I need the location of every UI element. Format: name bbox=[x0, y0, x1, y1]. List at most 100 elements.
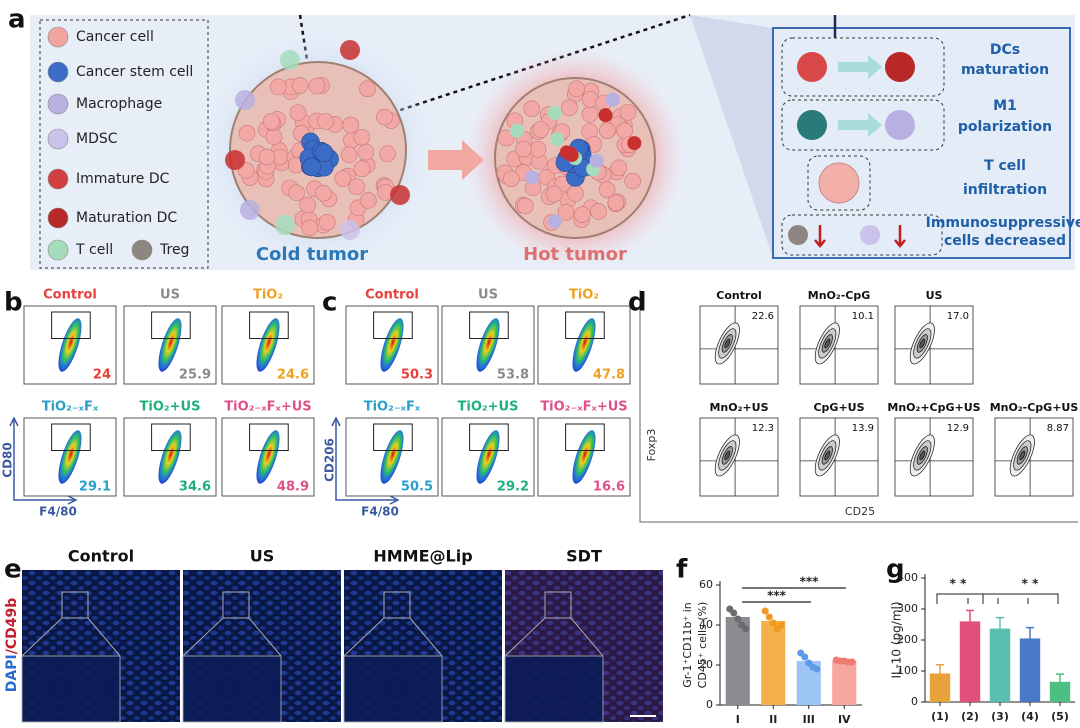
error-bar bbox=[936, 664, 944, 683]
tumor-cell bbox=[607, 194, 625, 211]
tumor-cell bbox=[299, 196, 316, 214]
zoom-lines bbox=[343, 617, 443, 657]
bar bbox=[959, 621, 981, 702]
axis-arrows bbox=[9, 416, 78, 505]
legend-label: T cell bbox=[75, 242, 113, 258]
x-axis-label: F4/80 bbox=[39, 505, 77, 519]
x-tick-label: (2) bbox=[961, 710, 979, 723]
floating-cell bbox=[235, 90, 255, 110]
group-title: US bbox=[160, 288, 180, 303]
tumor-cell bbox=[359, 80, 376, 98]
group-title: TiO₂ bbox=[253, 288, 283, 303]
data-point bbox=[734, 615, 742, 623]
legend-icon bbox=[47, 207, 69, 229]
immune-cell bbox=[550, 132, 565, 147]
tumor-cell bbox=[288, 184, 305, 202]
tumor-cell bbox=[503, 170, 520, 188]
x-axis-label: CD25 bbox=[845, 505, 875, 518]
flow-density bbox=[476, 430, 500, 484]
group-title: TiO₂+US bbox=[458, 400, 519, 415]
tumor-cell bbox=[545, 185, 563, 203]
effect-icon bbox=[885, 52, 915, 82]
tumor-cell bbox=[567, 185, 584, 202]
tumor-cell bbox=[317, 113, 334, 130]
data-point bbox=[730, 609, 738, 617]
legend-label: Cancer stem cell bbox=[76, 64, 193, 80]
legend-icon bbox=[47, 239, 69, 261]
gate bbox=[151, 311, 191, 340]
panel-letter: f bbox=[676, 555, 688, 585]
group-title: US bbox=[926, 289, 943, 302]
contour bbox=[919, 338, 926, 349]
tumor-cell bbox=[573, 206, 591, 223]
contour bbox=[724, 450, 731, 461]
tumor-cell bbox=[238, 124, 256, 142]
floating-cell bbox=[390, 185, 410, 205]
tumor-cell bbox=[353, 160, 371, 177]
group-title: MnO₂+US bbox=[709, 401, 768, 414]
flow-density bbox=[58, 318, 82, 372]
tumor-cell bbox=[581, 105, 599, 123]
zoom-region bbox=[61, 591, 89, 619]
bar bbox=[761, 621, 786, 705]
immune-cell bbox=[627, 136, 642, 151]
gate-value: 12.9 bbox=[947, 423, 969, 434]
immune-cell bbox=[525, 170, 540, 185]
x-tick-label: (1) bbox=[931, 710, 949, 723]
panel-letter: d bbox=[628, 288, 647, 318]
gate-value: 29.2 bbox=[497, 480, 529, 495]
flow-density bbox=[256, 430, 280, 484]
tumor-cell bbox=[301, 219, 319, 237]
gate bbox=[469, 311, 509, 340]
y-axis-label: CD206 bbox=[323, 438, 337, 482]
panel-letter: a bbox=[8, 5, 26, 35]
group-title: Control bbox=[716, 289, 761, 302]
bar bbox=[929, 673, 951, 702]
significance-label: *** bbox=[800, 575, 820, 589]
data-point bbox=[742, 625, 750, 633]
significance-label: * * bbox=[950, 577, 967, 591]
contour bbox=[1019, 450, 1026, 461]
down-arrow bbox=[814, 225, 826, 248]
group-title: MnO₂-CpG bbox=[808, 289, 871, 302]
flow-density bbox=[158, 318, 182, 372]
tcell-cluster bbox=[818, 162, 860, 204]
data-point bbox=[813, 665, 821, 673]
y-tick-label: 40 bbox=[699, 618, 713, 631]
immune-cell bbox=[598, 108, 613, 123]
gate bbox=[565, 423, 605, 452]
tumor-cell bbox=[557, 204, 575, 221]
stain-dapi: DAPI bbox=[4, 654, 20, 692]
contour bbox=[824, 450, 831, 461]
flow-density bbox=[380, 318, 404, 372]
contour bbox=[724, 338, 731, 349]
flow-density bbox=[572, 430, 596, 484]
legend-box bbox=[39, 19, 209, 269]
panel-letter: g bbox=[886, 555, 905, 585]
tumor-cell bbox=[561, 99, 578, 117]
contour bbox=[919, 450, 926, 461]
gate-value: 47.8 bbox=[593, 368, 625, 383]
tumor-cell bbox=[515, 140, 532, 158]
legend-label: Macrophage bbox=[76, 96, 162, 112]
zoom-region bbox=[222, 591, 250, 619]
tumor-cell bbox=[348, 178, 365, 195]
group-title: TiO₂₋ₓFₓ+US bbox=[224, 400, 311, 415]
legend-icon bbox=[47, 61, 69, 83]
flow-density bbox=[158, 430, 182, 484]
stain-cd49b: /CD49b bbox=[4, 598, 20, 655]
stem-cell bbox=[314, 143, 334, 162]
immune-cell bbox=[547, 106, 562, 121]
gate bbox=[51, 423, 91, 452]
tumor-cell bbox=[568, 80, 585, 98]
x-tick-label: I bbox=[736, 713, 740, 726]
inset bbox=[21, 655, 121, 723]
flow-plot bbox=[799, 305, 879, 385]
inset bbox=[182, 655, 282, 723]
inset bbox=[343, 655, 443, 723]
data-point bbox=[801, 653, 809, 661]
flow-density bbox=[572, 318, 596, 372]
tumor-cell bbox=[497, 129, 515, 147]
inset bbox=[504, 655, 604, 723]
